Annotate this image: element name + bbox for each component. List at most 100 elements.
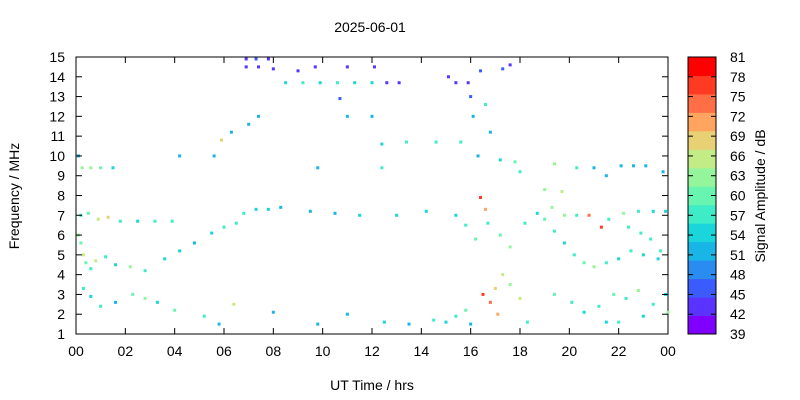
- data-point: [244, 65, 248, 69]
- colorbar-tick-label: 39: [730, 326, 746, 342]
- data-point: [266, 207, 270, 211]
- data-point: [89, 294, 93, 298]
- data-point: [89, 166, 93, 170]
- data-point: [358, 213, 362, 217]
- data-point: [113, 300, 117, 304]
- data-point: [572, 253, 576, 257]
- data-point: [254, 57, 258, 61]
- data-point: [89, 267, 93, 271]
- data-point: [345, 65, 349, 69]
- data-point: [604, 320, 608, 324]
- data-point: [131, 292, 135, 296]
- data-point: [619, 164, 623, 168]
- data-point: [118, 219, 122, 223]
- data-point: [570, 300, 574, 304]
- data-point: [279, 205, 283, 209]
- data-point: [464, 308, 468, 312]
- colorbar-band: [688, 149, 716, 169]
- data-point: [335, 81, 339, 85]
- data-point: [313, 65, 317, 69]
- data-point: [587, 213, 591, 217]
- data-point: [508, 283, 512, 287]
- data-point: [488, 300, 492, 304]
- colorbar-band: [688, 93, 716, 113]
- data-point: [560, 190, 564, 194]
- data-point: [454, 213, 458, 217]
- y-axis-title: Frequency / MHz: [6, 143, 22, 250]
- data-point: [604, 174, 608, 178]
- data-point: [627, 225, 631, 229]
- data-point: [163, 257, 167, 261]
- data-point: [488, 130, 492, 134]
- data-point: [155, 300, 159, 304]
- data-point: [370, 114, 374, 118]
- data-point: [385, 81, 389, 85]
- data-point: [459, 140, 463, 144]
- colorbar-band: [688, 241, 716, 261]
- data-point: [582, 261, 586, 265]
- colorbar-band: [688, 130, 716, 150]
- data-point: [266, 57, 270, 61]
- data-point: [508, 63, 512, 67]
- x-tick-label: 08: [266, 343, 282, 359]
- colorbar-tick-label: 45: [730, 286, 746, 302]
- colorbar-tick-label: 42: [730, 306, 746, 322]
- colorbar-band: [688, 297, 716, 317]
- data-point: [483, 207, 487, 211]
- data-point: [617, 257, 621, 261]
- data-point: [656, 257, 660, 261]
- colorbar-tick-label: 60: [730, 188, 746, 204]
- colorbar-band: [688, 57, 716, 76]
- data-point: [81, 253, 85, 257]
- y-tick-label: 9: [57, 168, 65, 184]
- data-point: [96, 217, 100, 221]
- x-tick-label: 12: [364, 343, 380, 359]
- data-point: [257, 65, 261, 69]
- data-point: [454, 81, 458, 85]
- data-point: [296, 69, 300, 73]
- data-point: [257, 114, 261, 118]
- data-point: [664, 209, 668, 213]
- data-point: [446, 75, 450, 79]
- data-point: [345, 312, 349, 316]
- data-point: [308, 209, 312, 213]
- colorbar-tick-label: 48: [730, 267, 746, 283]
- data-point: [479, 69, 483, 73]
- data-point: [525, 320, 529, 324]
- data-point: [242, 211, 246, 215]
- colorbar-band: [688, 278, 716, 298]
- data-point: [562, 241, 566, 245]
- data-point: [659, 249, 663, 253]
- x-tick-label: 16: [463, 343, 479, 359]
- data-point: [651, 302, 655, 306]
- data-point: [104, 255, 108, 259]
- data-point: [575, 166, 579, 170]
- data-point: [271, 310, 275, 314]
- data-point: [481, 292, 485, 296]
- data-point: [553, 162, 557, 166]
- y-tick-label: 15: [49, 49, 65, 65]
- data-point: [582, 310, 586, 314]
- colorbar-tick-label: 75: [730, 89, 746, 105]
- data-point: [486, 221, 490, 225]
- data-point: [380, 142, 384, 146]
- data-point: [636, 288, 640, 292]
- data-point: [493, 286, 497, 290]
- data-point: [173, 308, 177, 312]
- data-point: [136, 219, 140, 223]
- data-point: [318, 81, 322, 85]
- data-point: [464, 223, 468, 227]
- colorbar-tick-label: 66: [730, 148, 746, 164]
- data-point: [641, 253, 645, 257]
- data-point: [612, 292, 616, 296]
- data-point: [143, 296, 147, 300]
- x-tick-label: 06: [216, 343, 232, 359]
- data-point: [212, 154, 216, 158]
- data-point: [498, 233, 502, 237]
- x-tick-label: 20: [562, 343, 578, 359]
- data-point: [153, 219, 157, 223]
- data-point: [80, 166, 84, 170]
- data-point: [501, 273, 505, 277]
- colorbar-tick-label: 81: [730, 49, 746, 65]
- y-tick-label: 5: [57, 247, 65, 263]
